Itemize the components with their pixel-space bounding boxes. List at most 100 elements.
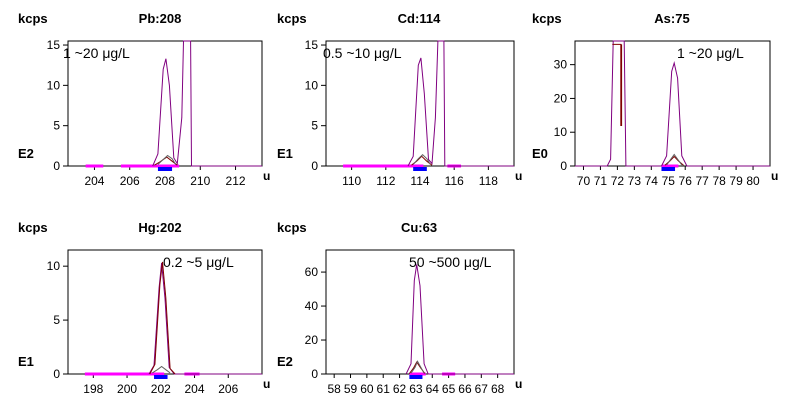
x-axis-unit-label: u: [263, 169, 270, 183]
x-tick-label: 63: [409, 382, 423, 396]
chart-panel-3: Hg:202 kcps E1 u 0 5 10 198 200 202 204 206 0.2 ~5 μ…: [18, 220, 270, 396]
x-axis-unit-label: u: [515, 169, 522, 183]
y-tick-label: 0: [53, 159, 60, 173]
x-tick-label: 70: [577, 174, 591, 188]
y-tick-label: 0: [53, 367, 60, 381]
x-tick-label: 62: [393, 382, 407, 396]
x-tick-label: 65: [442, 382, 456, 396]
y-tick-label: 0: [311, 367, 318, 381]
y-tick-label: 10: [305, 78, 319, 92]
y-tick-label: 40: [305, 299, 319, 313]
x-tick-label: 59: [344, 382, 358, 396]
plot-frame: [67, 249, 263, 375]
x-tick-label: 204: [84, 174, 104, 188]
chart-title: Pb:208: [139, 11, 182, 26]
spectrum-line: [152, 365, 171, 374]
peak-window-band: [661, 167, 676, 171]
y-tick-label: 30: [554, 58, 568, 72]
x-axis-unit-label: u: [771, 169, 778, 183]
concentration-range-annotation: 1 ~20 μg/L: [677, 45, 744, 61]
y-tick-label: 0: [560, 159, 567, 173]
x-tick-label: 67: [475, 382, 489, 396]
x-tick-label: 72: [611, 174, 625, 188]
spectrum-line: [575, 40, 770, 167]
x-tick-label: 208: [155, 174, 175, 188]
spectrum-line: [405, 264, 514, 375]
scale-exponent-label: E2: [277, 354, 293, 369]
x-tick-label: 116: [445, 174, 464, 188]
y-tick-label: 10: [554, 125, 568, 139]
spectrum-line: [407, 40, 514, 167]
x-tick-label: 206: [120, 174, 140, 188]
spectrum-line: [157, 154, 177, 165]
background-window-band: [661, 164, 679, 168]
x-tick-label: 202: [151, 382, 171, 396]
y-tick-label: 20: [305, 333, 319, 347]
y-axis-label: kcps: [18, 11, 48, 26]
background-window-band: [120, 164, 180, 168]
peak-window-band: [413, 167, 427, 171]
y-tick-label: 5: [53, 119, 60, 133]
y-tick-label: 10: [47, 78, 61, 92]
concentration-range-annotation: 0.2 ~5 μg/L: [163, 254, 234, 270]
spectrum-line: [410, 360, 425, 374]
x-tick-label: 66: [458, 382, 472, 396]
x-tick-label: 198: [83, 382, 103, 396]
spectrum-line: [152, 40, 262, 167]
peak-window-band: [409, 375, 423, 379]
x-tick-label: 80: [746, 174, 760, 188]
chart-title: As:75: [654, 11, 689, 26]
background-window-band: [85, 164, 104, 168]
x-axis-unit-label: u: [263, 377, 270, 391]
peak-window-band: [157, 167, 173, 171]
spectrum-line: [148, 262, 262, 375]
x-tick-label: 58: [327, 382, 341, 396]
x-tick-label: 61: [377, 382, 391, 396]
x-tick-label: 79: [729, 174, 743, 188]
x-tick-label: 73: [628, 174, 642, 188]
x-tick-label: 206: [218, 382, 238, 396]
y-tick-label: 5: [311, 119, 318, 133]
y-tick-label: 60: [305, 265, 319, 279]
y-tick-label: 15: [47, 38, 61, 52]
x-tick-label: 118: [479, 174, 498, 188]
scale-exponent-label: E1: [277, 146, 293, 161]
scale-exponent-label: E1: [18, 354, 34, 369]
x-tick-label: 210: [190, 174, 210, 188]
y-axis-label: kcps: [18, 220, 48, 235]
chart-panel-0: Pb:208 kcps E2 u 0 5 10 15 204 206 208 210 212 1 ~20 …: [18, 11, 270, 188]
y-tick-label: 15: [305, 38, 319, 52]
x-tick-label: 112: [376, 174, 395, 188]
y-axis-label: kcps: [277, 220, 307, 235]
y-tick-label: 0: [311, 159, 318, 173]
x-tick-label: 114: [410, 174, 429, 188]
x-tick-label: 78: [712, 174, 726, 188]
spectrum-line: [412, 154, 431, 165]
y-axis-label: kcps: [532, 11, 562, 26]
spectrum-line: [154, 156, 178, 166]
x-tick-label: 204: [185, 382, 205, 396]
y-tick-label: 5: [53, 313, 60, 327]
y-axis-label: kcps: [277, 11, 307, 26]
chart-panel-2: As:75 kcps E0 u 0 10 20 30 70 71 72 73 74 75 76 77 78 79 8…: [532, 11, 778, 188]
x-tick-label: 212: [226, 174, 246, 188]
x-tick-label: 77: [695, 174, 709, 188]
background-window-band: [343, 164, 424, 168]
background-window-band: [409, 372, 426, 376]
scale-exponent-label: E2: [18, 146, 34, 161]
spectrum-line: [149, 261, 176, 375]
x-axis-unit-label: u: [515, 377, 522, 391]
chart-panel-1: Cd:114 kcps E1 u 0 5 10 15 110 112 114 116 118 0.5 ~1…: [277, 11, 522, 188]
x-tick-label: 200: [117, 382, 137, 396]
chart-title: Hg:202: [138, 220, 181, 235]
spectrum-line: [612, 43, 623, 126]
x-tick-label: 60: [360, 382, 374, 396]
x-tick-label: 75: [662, 174, 676, 188]
x-tick-label: 110: [342, 174, 361, 188]
y-tick-label: 20: [554, 91, 568, 105]
x-tick-label: 68: [491, 382, 505, 396]
x-tick-label: 64: [426, 382, 440, 396]
x-tick-label: 76: [679, 174, 693, 188]
